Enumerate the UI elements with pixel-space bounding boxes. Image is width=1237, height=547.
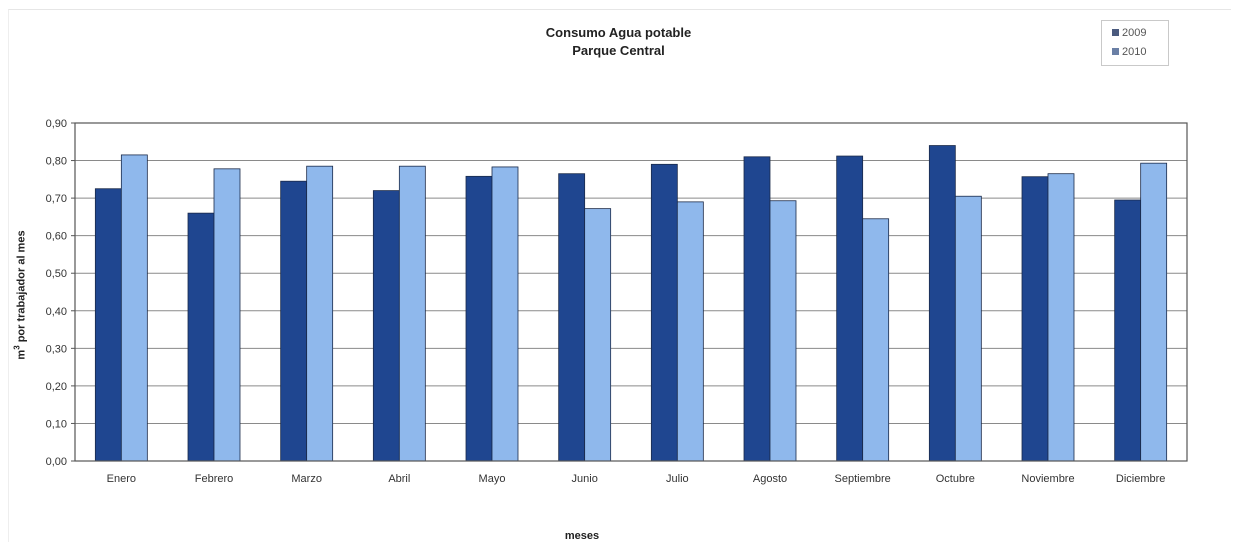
- y-tick-label: 0,40: [46, 306, 67, 318]
- bar-2009-mayo: [465, 175, 493, 462]
- legend-label-2009: 2009: [1122, 27, 1147, 39]
- y-tick-label: 0,00: [46, 456, 67, 468]
- y-tick-label: 0,20: [46, 381, 67, 393]
- bar-2009-agosto: [743, 156, 771, 462]
- bar-2010-septiembre: [862, 218, 890, 462]
- bar-2010-junio: [584, 208, 612, 462]
- bar-2009-junio: [558, 173, 586, 462]
- plot-area: [75, 123, 1187, 461]
- x-tick-label: Abril: [388, 473, 410, 485]
- bar-2010-diciembre: [1140, 162, 1168, 462]
- bar-2009-enero: [94, 188, 122, 462]
- legend-label-2010: 2010: [1122, 46, 1147, 58]
- x-tick-label: Noviembre: [1021, 473, 1074, 485]
- x-tick-label: Septiembre: [835, 473, 891, 485]
- x-tick-label: Junio: [572, 473, 598, 485]
- bar-2009-septiembre: [836, 155, 864, 462]
- x-tick-label: Agosto: [753, 473, 787, 485]
- x-tick-label: Octubre: [936, 473, 975, 485]
- bar-2010-abril: [398, 165, 426, 462]
- bar-2010-enero: [120, 154, 148, 462]
- x-tick-label: Mayo: [479, 473, 506, 485]
- x-tick-label: Diciembre: [1116, 473, 1166, 485]
- y-tick-label: 0,80: [46, 156, 67, 168]
- x-tick-label: Enero: [107, 473, 136, 485]
- bar-2009-febrero: [187, 212, 215, 462]
- legend-item-2009: 2009: [1112, 26, 1146, 40]
- bar-2010-agosto: [769, 200, 797, 462]
- y-tick-label: 0,30: [46, 343, 67, 355]
- x-tick-label: Marzo: [291, 473, 322, 485]
- x-tick-label: Febrero: [195, 473, 234, 485]
- x-tick-label: Julio: [666, 473, 689, 485]
- bar-2009-octubre: [928, 145, 956, 462]
- plot-border: [74, 122, 1188, 462]
- bar-2010-marzo: [306, 165, 334, 462]
- bar-2010-febrero: [213, 168, 241, 462]
- chart-subtitle: Parque Central: [572, 43, 665, 58]
- bar-2010-mayo: [491, 166, 519, 462]
- bar-2010-noviembre: [1047, 173, 1075, 462]
- y-tick-label: 0,50: [46, 268, 67, 280]
- bar-2009-noviembre: [1021, 176, 1049, 462]
- y-tick-label: 0,70: [46, 193, 67, 205]
- legend-item-2010: 2010: [1112, 45, 1146, 59]
- bar-2009-abril: [372, 190, 400, 462]
- y-tick-label: 0,60: [46, 231, 67, 243]
- chart-title: Consumo Agua potable: [545, 25, 692, 40]
- bar-2009-julio: [650, 163, 678, 462]
- x-axis-label: meses: [564, 530, 600, 542]
- y-tick-label: 0,90: [46, 118, 67, 130]
- chart-frame: [8, 9, 1231, 542]
- legend-swatch-2009: [1112, 29, 1119, 36]
- bar-2009-diciembre: [1114, 199, 1142, 462]
- legend-swatch-2010: [1112, 48, 1119, 55]
- y-tick-label: 0,10: [46, 418, 67, 430]
- bar-2010-julio: [676, 201, 704, 462]
- bar-2009-marzo: [280, 180, 308, 462]
- bar-2010-octubre: [954, 195, 982, 462]
- chart-legend: 2009 2010: [1101, 20, 1169, 66]
